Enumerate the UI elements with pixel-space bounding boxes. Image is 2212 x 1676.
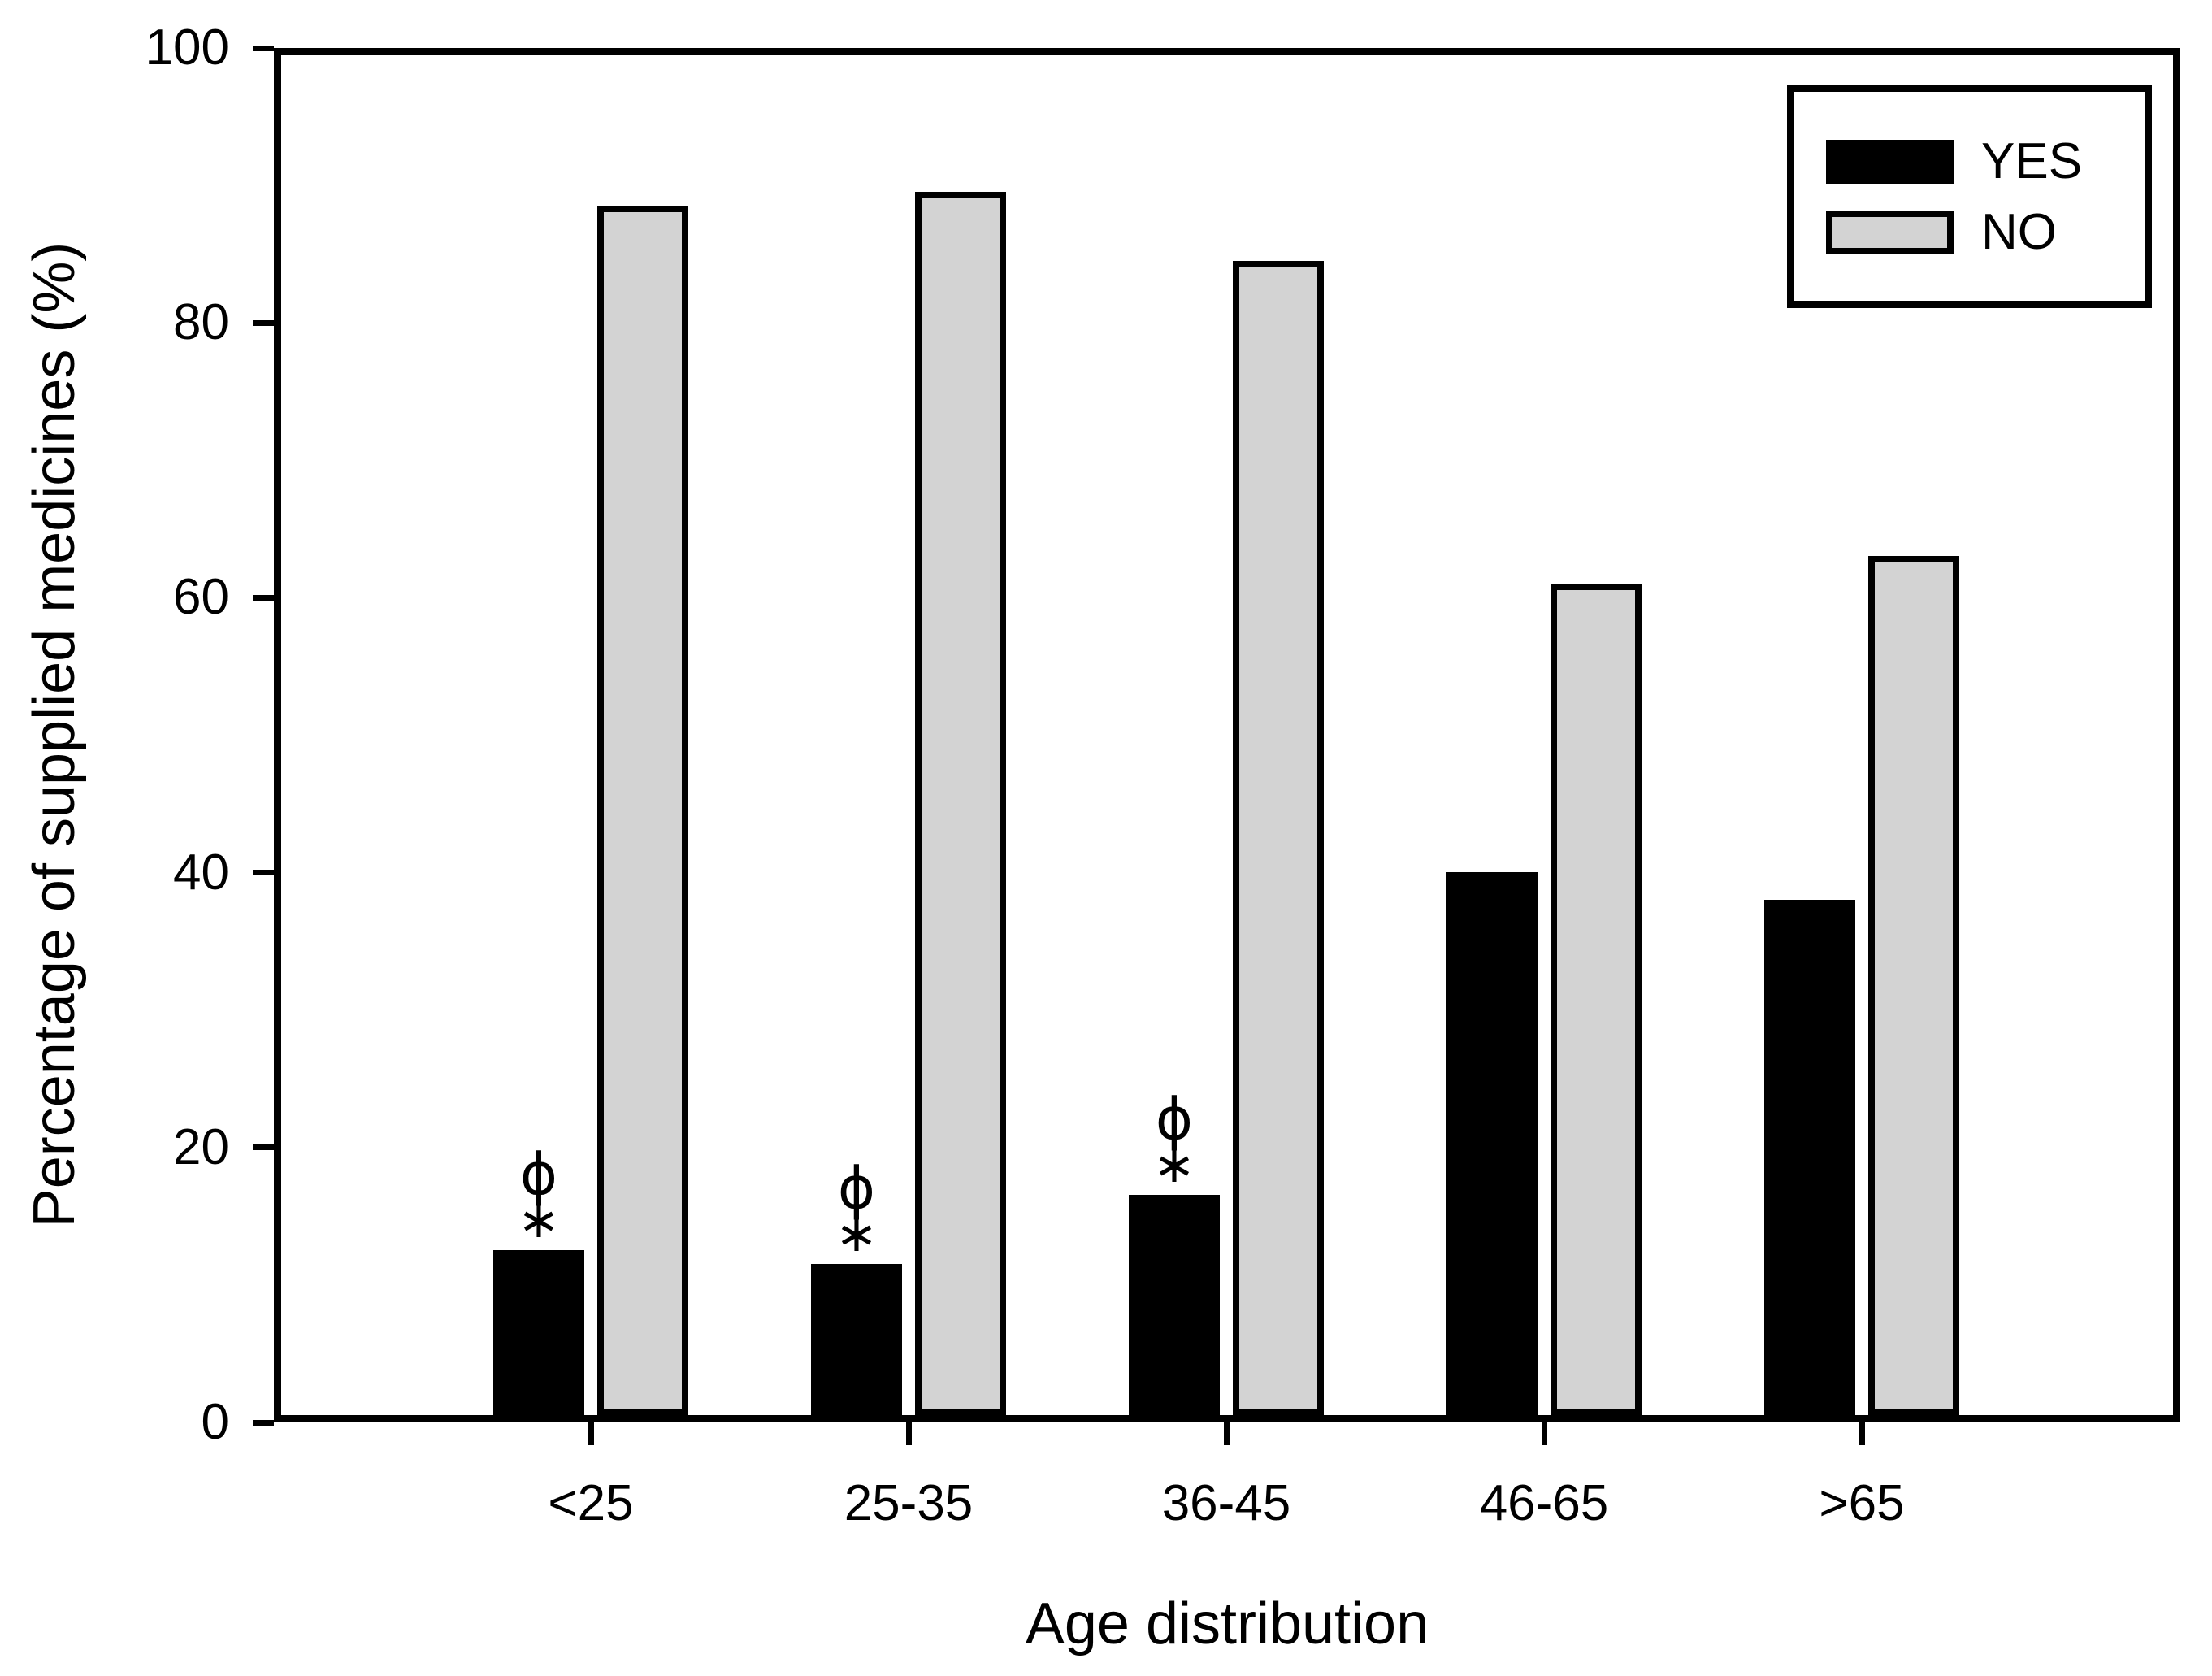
x-tick-1 [905, 1422, 912, 1445]
y-tick-label-20: 20 [173, 1118, 229, 1175]
y-tick-label-60: 60 [173, 569, 229, 626]
bar-yes-4 [1764, 900, 1855, 1415]
y-tick-80 [253, 319, 274, 326]
bar-no-1 [915, 192, 1006, 1415]
bar-yes-2 [1129, 1195, 1220, 1415]
y-axis-title: Percentage of supplied medicines (%) [22, 241, 87, 1228]
y-tick-label-0: 0 [201, 1394, 229, 1450]
x-tick-label-2: 36-45 [1161, 1475, 1291, 1531]
legend-label-no: NO [1981, 204, 2057, 260]
x-tick-3 [1541, 1422, 1547, 1445]
y-tick-100 [253, 45, 274, 51]
x-tick-0 [588, 1422, 594, 1445]
x-tick-2 [1223, 1422, 1230, 1445]
annotation-phi-0: ϕ [519, 1141, 558, 1209]
bar-yes-0 [493, 1250, 584, 1415]
plot-area [253, 45, 2180, 1445]
y-tick-60 [253, 594, 274, 601]
y-tick-label-100: 100 [145, 20, 229, 76]
legend-label-yes: YES [1981, 133, 2083, 189]
y-tick-0 [253, 1419, 274, 1426]
legend-swatch-yes [1826, 140, 1954, 184]
annotation-star-2: ∗ [1153, 1135, 1195, 1195]
annotation-phi-1: ϕ [837, 1154, 876, 1222]
y-tick-label-40: 40 [173, 844, 229, 901]
annotation-star-0: ∗ [518, 1190, 560, 1250]
legend: YES NO [1787, 85, 2152, 308]
bar-no-2 [1233, 261, 1324, 1415]
annotation-phi-2: ϕ [1155, 1086, 1194, 1153]
x-tick-4 [1859, 1422, 1865, 1445]
y-tick-label-80: 80 [173, 294, 229, 351]
bar-no-4 [1868, 556, 1959, 1415]
annotation-star-1: ∗ [835, 1203, 878, 1263]
legend-item-no: NO [1826, 204, 2057, 260]
bar-no-0 [597, 206, 688, 1415]
x-tick-label-1: 25-35 [844, 1475, 974, 1531]
y-tick-40 [253, 870, 274, 876]
x-tick-label-0: <25 [548, 1475, 634, 1531]
bar-yes-1 [811, 1264, 902, 1415]
x-tick-label-3: 46-65 [1479, 1475, 1609, 1531]
x-axis-title: Age distribution [1025, 1591, 1429, 1656]
legend-swatch-no [1826, 211, 1954, 254]
x-tick-label-4: >65 [1819, 1475, 1905, 1531]
bar-yes-3 [1446, 872, 1538, 1415]
bar-no-3 [1551, 584, 1642, 1415]
legend-item-yes: YES [1826, 133, 2083, 189]
y-tick-20 [253, 1144, 274, 1151]
